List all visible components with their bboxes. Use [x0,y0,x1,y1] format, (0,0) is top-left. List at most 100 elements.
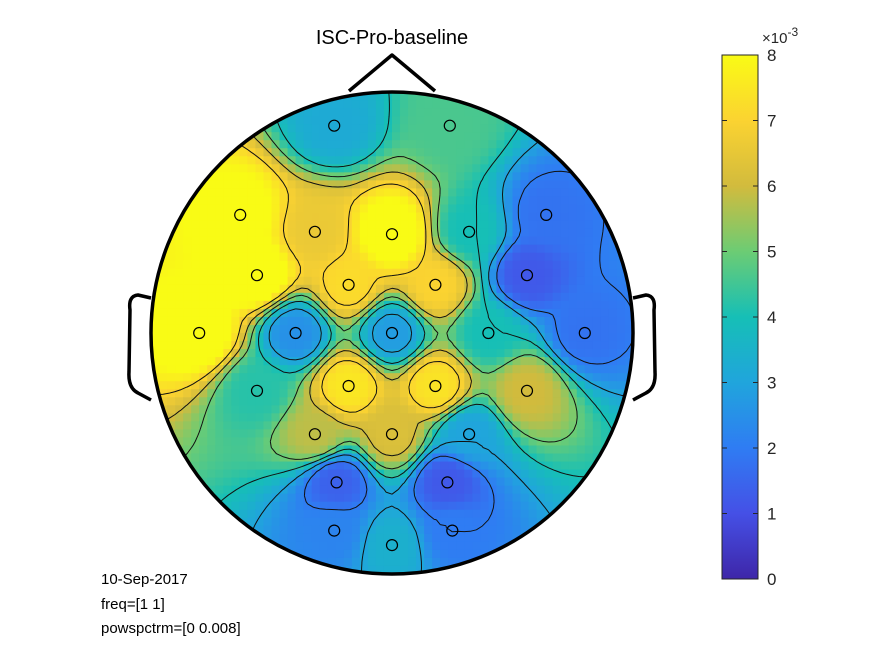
topo-cell [456,405,465,414]
topo-cell [488,437,498,447]
topo-cell [271,260,281,270]
topo-cell [223,477,232,487]
topo-cell [231,220,240,230]
topo-cell [392,300,401,310]
topo-cell [504,140,514,149]
topo-cell [528,316,538,326]
topo-cell [416,220,425,230]
topo-cell [207,324,216,334]
topo-cell [351,405,361,414]
topo-cell [480,140,489,149]
topo-cell [432,365,441,374]
topo-cell [584,228,594,238]
topo-cell [496,389,506,398]
topo-cell [231,252,240,262]
topo-cell [608,397,618,406]
topo-cell [375,276,385,286]
topo-cell [464,292,473,302]
topo-cell [383,389,393,398]
topo-cell [456,268,465,278]
topo-cell [319,501,329,511]
topo-cell [424,300,433,310]
topo-cell [400,541,409,551]
topo-cell [392,308,401,318]
topo-cell [496,140,506,149]
topo-cell [351,180,361,189]
topo-cell [584,429,594,439]
topo-cell [215,389,224,398]
topo-cell [488,341,498,350]
topo-cell [472,549,481,559]
topo-cell [367,421,377,430]
topo-cell [159,284,168,294]
topo-cell [528,453,538,463]
topo-cell [504,397,514,406]
topo-cell [536,509,546,519]
topo-cell [600,284,610,294]
topo-cell [175,228,184,238]
topo-cell [247,397,257,406]
topo-cell [263,477,273,487]
topo-cell [440,557,449,567]
topo-cell [392,333,401,342]
topo-cell [544,244,554,254]
topo-cell [616,236,626,246]
topo-cell [520,333,530,342]
topo-cell [424,485,433,495]
topo-cell [544,316,554,326]
topo-cell [271,308,281,318]
topo-cell [319,148,329,157]
topo-cell [416,485,425,495]
topo-cell [416,172,425,181]
topo-cell [432,196,441,206]
topo-cell [464,276,473,286]
topo-cell [271,525,281,535]
topo-cell [335,164,345,173]
topo-cell [592,244,602,254]
topo-cell [592,421,602,430]
topo-cell [295,292,305,302]
topo-cell [351,148,361,157]
topo-cell [231,333,240,342]
topo-cell [223,156,232,165]
topo-cell [327,429,337,439]
topo-cell [560,324,570,334]
topo-cell [408,365,417,374]
topo-cell [351,260,361,270]
topo-cell [400,108,409,117]
topo-cell [624,405,633,414]
topo-cell [335,405,345,414]
topo-cell [528,292,538,302]
topo-cell [552,204,562,214]
topo-cell [480,477,489,487]
topo-cell [520,324,530,334]
topo-cell [464,541,473,551]
topo-cell [239,196,248,206]
topo-cell [528,493,538,503]
topo-cell [568,381,578,390]
topo-cell [231,461,240,471]
topo-cell [480,493,489,503]
topo-cell [303,509,313,519]
topo-cell [167,316,176,326]
topo-cell [520,349,530,358]
topo-cell [279,156,289,165]
topo-cell [199,268,208,278]
topo-cell [351,517,361,527]
topo-cell [416,188,425,198]
topo-cell [584,421,594,430]
topo-cell [392,172,401,181]
topo-cell [584,413,594,422]
topo-cell [383,509,393,519]
topo-cell [488,389,498,398]
topo-cell [584,244,594,254]
topo-cell [512,244,522,254]
topo-cell [528,341,538,350]
topo-cell [480,501,489,511]
topo-cell [520,437,530,447]
topo-cell [215,357,224,366]
topo-cell [319,204,329,214]
topo-cell [392,164,401,173]
topo-cell [472,501,481,511]
topo-cell [544,188,554,198]
